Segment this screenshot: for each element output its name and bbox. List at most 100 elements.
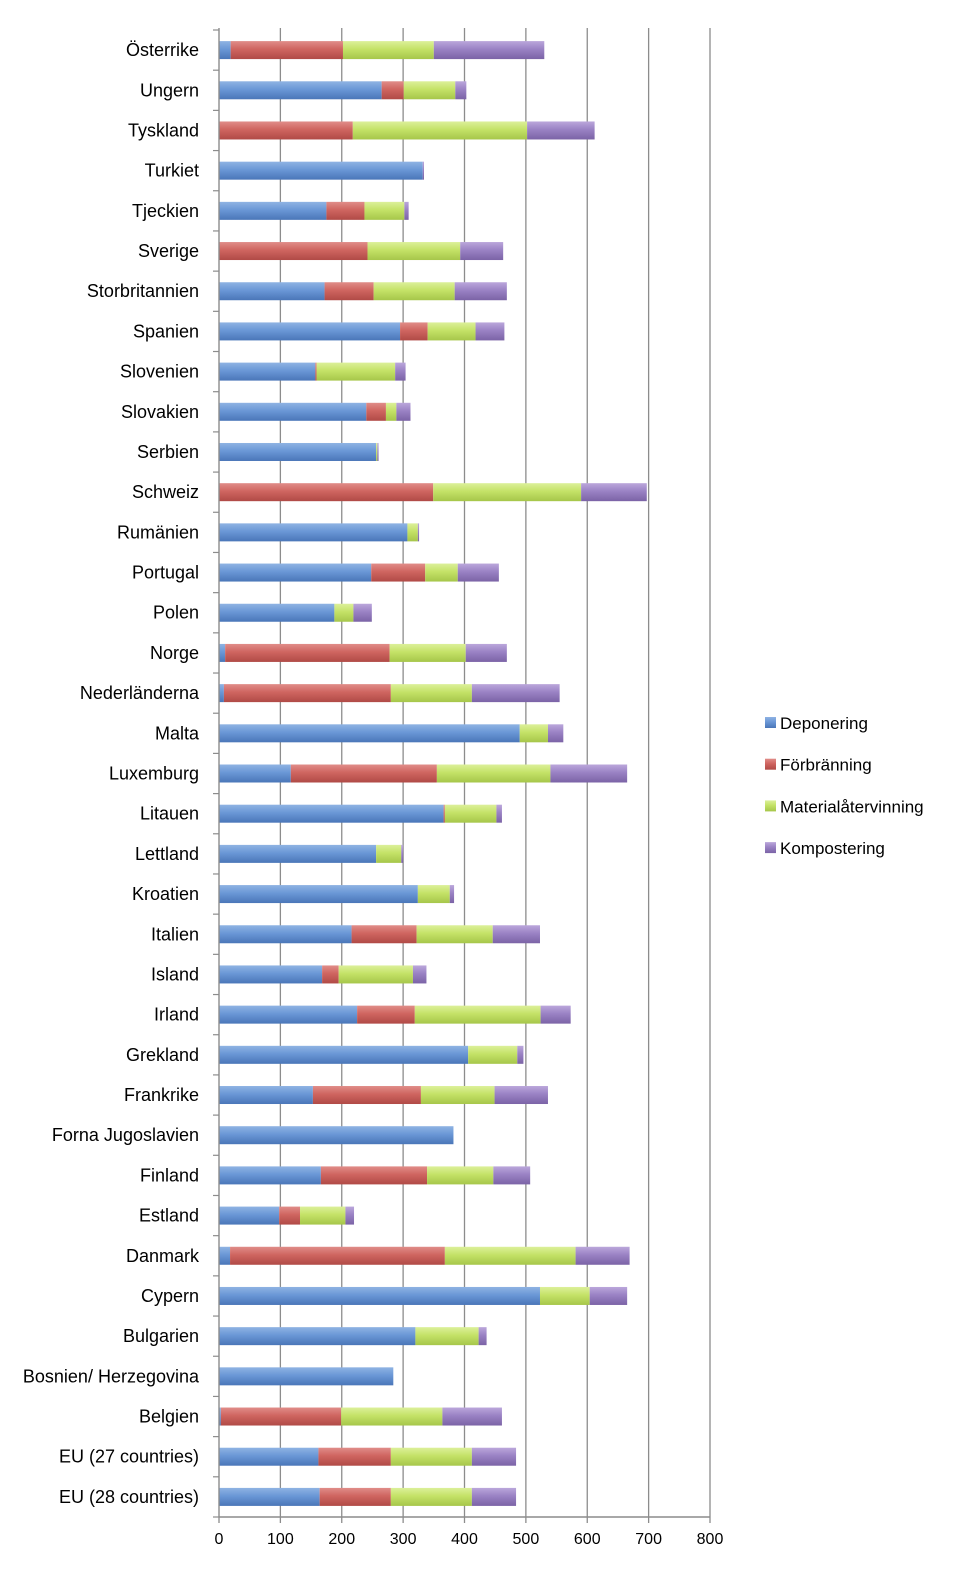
category-label: Finland <box>140 1165 199 1185</box>
category-label: Italien <box>151 924 199 944</box>
bar-materialåtervinning-0 <box>342 41 434 60</box>
bar-kompostering-12 <box>417 523 420 542</box>
category-label: Serbien <box>137 442 199 462</box>
bar-deponering-6 <box>219 282 325 301</box>
bar-förbränning-18 <box>290 764 437 783</box>
legend-swatch-förbränning <box>765 758 776 770</box>
bar-kompostering-29 <box>345 1206 355 1225</box>
x-tick-label: 200 <box>328 1531 355 1548</box>
category-label: Spanien <box>133 321 199 341</box>
legend-label: Materialåtervinning <box>780 797 924 816</box>
bar-förbränning-7 <box>400 322 428 341</box>
bar-materialåtervinning-35 <box>390 1447 472 1466</box>
bar-förbränning-34 <box>220 1407 342 1426</box>
bar-förbränning-15 <box>225 643 390 662</box>
bar-materialåtervinning-15 <box>389 643 466 662</box>
bar-förbränning-0 <box>230 41 343 60</box>
category-label: Österrike <box>126 40 199 60</box>
bar-förbränning-4 <box>326 201 365 220</box>
bar-materialåtervinning-23 <box>338 965 413 984</box>
x-tick-label: 700 <box>635 1531 662 1548</box>
category-label: EU (28 countries) <box>59 1487 199 1507</box>
bar-deponering-23 <box>219 965 323 984</box>
bar-kompostering-25 <box>517 1045 524 1064</box>
category-label: Norge <box>150 643 199 663</box>
bar-förbränning-2 <box>219 121 353 140</box>
category-label: Luxemburg <box>109 764 199 784</box>
x-tick-label: 400 <box>451 1531 478 1548</box>
bar-förbränning-35 <box>318 1447 391 1466</box>
bar-deponering-1 <box>219 81 382 100</box>
bar-materialåtervinning-13 <box>425 563 458 582</box>
bar-kompostering-30 <box>575 1246 630 1265</box>
bar-kompostering-4 <box>404 201 409 220</box>
bar-materialåtervinning-19 <box>444 804 497 823</box>
bar-deponering-26 <box>219 1086 313 1105</box>
category-label: Slovakien <box>121 402 199 422</box>
bar-förbränning-26 <box>312 1086 421 1105</box>
bar-materialåtervinning-17 <box>519 724 548 743</box>
bar-kompostering-11 <box>581 483 647 502</box>
bar-kompostering-34 <box>442 1407 502 1426</box>
bar-kompostering-23 <box>412 965 427 984</box>
legend-swatch-materialåtervinning <box>765 800 776 812</box>
bar-deponering-12 <box>219 523 408 542</box>
bar-deponering-4 <box>219 201 327 220</box>
bar-deponering-18 <box>219 764 291 783</box>
bar-kompostering-17 <box>547 724 564 743</box>
bar-materialåtervinning-1 <box>403 81 456 100</box>
bar-kompostering-1 <box>455 81 467 100</box>
bar-kompostering-20 <box>401 844 404 863</box>
bar-deponering-27 <box>219 1126 454 1145</box>
bar-materialåtervinning-7 <box>427 322 476 341</box>
bar-deponering-31 <box>219 1286 540 1305</box>
bar-förbränning-24 <box>357 1005 415 1024</box>
legend-label: Deponering <box>780 714 868 733</box>
x-tick-label: 100 <box>267 1531 294 1548</box>
bar-materialåtervinning-5 <box>367 242 461 261</box>
bar-materialåtervinning-9 <box>385 402 397 421</box>
bar-materialåtervinning-14 <box>334 603 354 622</box>
bar-materialåtervinning-12 <box>407 523 418 542</box>
bar-materialåtervinning-22 <box>416 925 493 944</box>
category-label: Bosnien/ Herzegovina <box>23 1366 200 1386</box>
bar-deponering-10 <box>219 442 377 461</box>
bar-kompostering-18 <box>550 764 628 783</box>
category-label: Island <box>151 964 199 984</box>
bar-kompostering-5 <box>460 242 504 261</box>
bar-förbränning-9 <box>366 402 386 421</box>
category-label: Polen <box>153 603 199 623</box>
bar-kompostering-16 <box>471 684 560 703</box>
bar-förbränning-11 <box>219 483 434 502</box>
bar-förbränning-6 <box>324 282 374 301</box>
bar-deponering-21 <box>219 885 418 904</box>
bar-förbränning-5 <box>219 242 368 261</box>
bar-förbränning-23 <box>322 965 339 984</box>
bar-materialåtervinning-30 <box>444 1246 576 1265</box>
x-tick-label: 300 <box>390 1531 417 1548</box>
category-label: Bulgarien <box>123 1326 199 1346</box>
legend-label: Förbränning <box>780 756 872 775</box>
bar-materialåtervinning-6 <box>373 282 455 301</box>
category-label: Forna Jugoslavien <box>52 1125 199 1145</box>
bar-deponering-32 <box>219 1327 416 1346</box>
bar-materialåtervinning-28 <box>427 1166 494 1185</box>
category-label: Turkiet <box>145 161 199 181</box>
category-label: Grekland <box>126 1045 199 1065</box>
category-label: Danmark <box>126 1246 200 1266</box>
category-label: Estland <box>139 1206 199 1226</box>
bar-kompostering-0 <box>433 41 545 60</box>
bar-förbränning-36 <box>319 1487 391 1506</box>
legend-swatch-kompostering <box>765 842 776 854</box>
bar-kompostering-21 <box>449 885 455 904</box>
bar-deponering-7 <box>219 322 401 341</box>
category-label: Cypern <box>141 1286 199 1306</box>
bar-deponering-30 <box>219 1246 231 1265</box>
bar-deponering-3 <box>219 161 423 180</box>
legend-swatch-deponering <box>765 717 776 728</box>
bar-kompostering-6 <box>454 282 507 301</box>
bar-materialåtervinning-34 <box>341 1407 443 1426</box>
bar-deponering-14 <box>219 603 335 622</box>
legend-label: Kompostering <box>780 839 885 858</box>
